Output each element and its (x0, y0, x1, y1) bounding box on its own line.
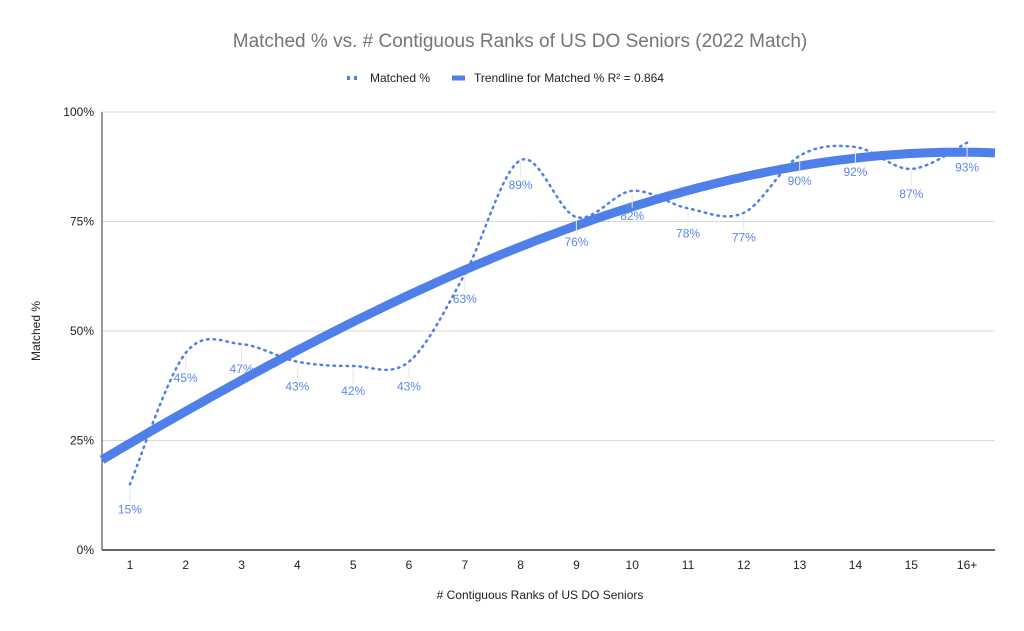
x-tick-label: 13 (793, 558, 807, 572)
trendline (99, 147, 996, 464)
y-tick-label: 100% (63, 105, 94, 119)
data-label: 43% (397, 380, 421, 394)
x-tick-label: 10 (626, 558, 640, 572)
chart-title: Matched % vs. # Contiguous Ranks of US D… (233, 31, 807, 52)
y-tick-label: 25% (70, 434, 94, 448)
series-line-matched (128, 141, 969, 486)
x-tick-label: 6 (406, 558, 413, 572)
data-label: 93% (955, 161, 979, 175)
y-tick-label: 0% (77, 543, 95, 557)
legend-label-matched: Matched % (370, 71, 430, 85)
x-tick-label: 4 (294, 558, 301, 572)
x-tick-label: 1 (127, 558, 134, 572)
x-axis-label: # Contiguous Ranks of US DO Seniors (437, 588, 644, 602)
data-label: 43% (285, 380, 309, 394)
data-label: 89% (509, 178, 533, 192)
x-tick-label: 15 (905, 558, 919, 572)
x-tick-label: 9 (573, 558, 580, 572)
x-tick-label: 5 (350, 558, 357, 572)
data-label: 76% (564, 235, 588, 249)
data-label: 42% (341, 384, 365, 398)
legend: Matched % Trendline for Matched % R² = 0… (347, 71, 664, 85)
y-axis-label: Matched % (29, 301, 43, 361)
data-label: 77% (732, 231, 756, 245)
legend-label-trendline: Trendline for Matched % R² = 0.864 (474, 71, 664, 85)
x-tick-label: 8 (517, 558, 524, 572)
x-tick-label: 2 (182, 558, 189, 572)
data-label: 90% (788, 174, 812, 188)
x-tick-label: 12 (737, 558, 751, 572)
data-label: 92% (843, 165, 867, 179)
x-tick-label: 3 (238, 558, 245, 572)
data-label: 15% (118, 502, 142, 516)
data-label: 78% (676, 226, 700, 240)
y-tick-label: 50% (70, 324, 94, 338)
x-tick-label: 14 (849, 558, 863, 572)
data-label: 45% (174, 371, 198, 385)
data-label: 63% (453, 292, 477, 306)
x-tick-label: 7 (461, 558, 468, 572)
y-tick-label: 75% (70, 215, 94, 229)
data-label: 82% (620, 209, 644, 223)
data-label: 47% (230, 362, 254, 376)
x-tick-label: 16+ (957, 558, 977, 572)
data-label: 87% (899, 187, 923, 201)
x-tick-label: 11 (682, 558, 695, 572)
